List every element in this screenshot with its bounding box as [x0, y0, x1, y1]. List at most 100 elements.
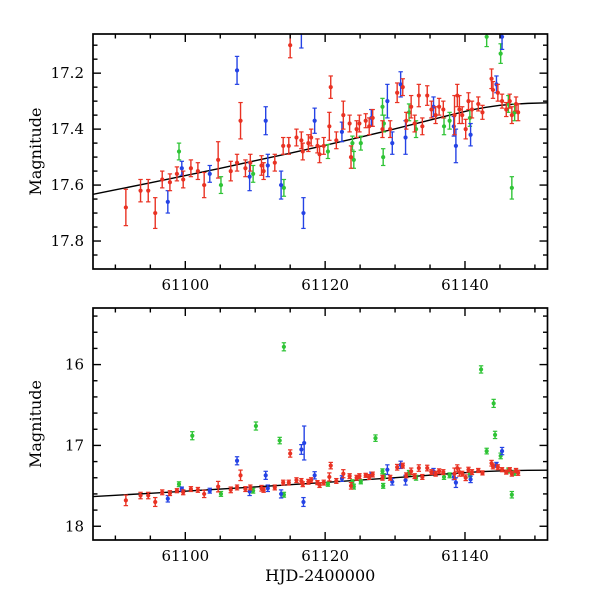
data-point-red	[380, 127, 385, 132]
data-point-red	[202, 182, 207, 188]
data-point-red	[499, 99, 505, 104]
data-point-blue	[339, 129, 345, 135]
data-point-green	[447, 118, 452, 123]
data-point-red	[463, 475, 468, 480]
data-point-red	[516, 110, 521, 115]
x-tick-label: 61120	[301, 547, 349, 565]
data-point-red	[347, 121, 352, 126]
data-point-red	[490, 464, 496, 469]
data-point-red	[288, 451, 293, 456]
data-point-blue	[207, 488, 212, 493]
x-tick-label: 61120	[301, 276, 349, 294]
data-point-green	[373, 436, 378, 441]
data-point-green	[277, 438, 282, 443]
y-tick-label: 17.8	[51, 232, 84, 250]
data-point-red	[300, 149, 305, 154]
data-point-blue	[179, 166, 184, 171]
data-point-red	[354, 127, 359, 132]
data-point-red	[388, 475, 393, 480]
data-point-red	[370, 472, 375, 477]
series-green	[176, 34, 517, 200]
data-point-red	[248, 485, 253, 490]
data-point-red	[404, 473, 409, 478]
data-point-red	[509, 471, 514, 476]
data-point-red	[243, 166, 248, 171]
data-point-red	[195, 487, 200, 492]
data-point-red	[416, 465, 421, 471]
data-point-red	[412, 121, 417, 126]
data-point-red	[420, 474, 425, 480]
data-point-red	[469, 107, 475, 112]
x-tick-label: 61140	[441, 276, 489, 294]
data-point-red	[174, 171, 180, 176]
data-point-red	[334, 138, 339, 143]
data-point-red	[437, 469, 442, 474]
data-point-red	[234, 160, 240, 165]
data-point-red	[294, 135, 299, 140]
data-point-red	[160, 177, 165, 182]
data-point-red	[395, 90, 400, 95]
top-panel-data	[93, 34, 548, 230]
data-point-red	[228, 168, 233, 174]
data-point-red	[516, 470, 521, 476]
data-point-red	[466, 99, 471, 104]
data-point-red	[425, 93, 430, 98]
data-point-red	[441, 107, 446, 112]
x-tick-label: 61100	[161, 547, 209, 565]
data-point-red	[429, 107, 434, 112]
data-point-red	[261, 168, 266, 174]
x-tick-label: 61100	[161, 276, 209, 294]
data-point-red	[234, 485, 240, 490]
data-point-red	[181, 177, 186, 182]
y-tick-label: 17.6	[51, 176, 84, 194]
data-point-red	[409, 469, 414, 474]
data-point-red	[281, 480, 286, 485]
data-point-red	[367, 124, 372, 129]
data-point-green	[492, 432, 498, 438]
data-point-red	[195, 168, 200, 174]
data-point-green	[281, 185, 286, 190]
data-point-green	[218, 182, 224, 188]
data-point-red	[452, 471, 457, 476]
data-point-red	[160, 490, 165, 495]
data-point-red	[504, 107, 509, 112]
data-point-red	[228, 487, 233, 492]
bottom-panel: 61100 61120 61140 16 17 18 Magnitude HJD-240000…	[26, 307, 549, 585]
series-red	[123, 34, 521, 230]
data-point-red	[167, 491, 173, 496]
data-point-red	[460, 113, 465, 118]
data-point-red	[357, 474, 362, 479]
data-point-blue	[390, 141, 395, 146]
data-point-red	[412, 474, 417, 479]
data-point-red	[341, 471, 346, 476]
data-point-red	[495, 465, 500, 470]
data-point-blue	[403, 135, 408, 140]
data-point-red	[181, 490, 186, 495]
data-point-red	[380, 475, 385, 480]
data-point-blue	[453, 480, 459, 485]
y-axis-label: Magnitude	[26, 380, 45, 468]
data-point-red	[495, 90, 500, 95]
data-point-red	[452, 113, 457, 118]
data-point-red	[216, 484, 221, 489]
data-point-red	[409, 104, 414, 109]
data-point-red	[363, 118, 368, 123]
data-point-red	[261, 487, 266, 492]
x-tick-label: 61140	[441, 547, 489, 565]
data-point-blue	[234, 458, 240, 463]
data-point-blue	[385, 99, 390, 104]
data-point-red	[317, 482, 322, 488]
data-point-green	[350, 141, 355, 146]
data-point-blue	[165, 199, 170, 204]
data-point-green	[281, 344, 286, 349]
data-point-green	[381, 483, 386, 488]
data-point-red	[188, 166, 193, 171]
panel-border	[92, 33, 549, 270]
data-point-red	[327, 474, 332, 480]
y-axis-label: Magnitude	[26, 107, 45, 195]
data-point-red	[281, 143, 286, 149]
x-axis-label: HJD-2400000	[265, 566, 375, 585]
data-point-red	[489, 76, 494, 81]
